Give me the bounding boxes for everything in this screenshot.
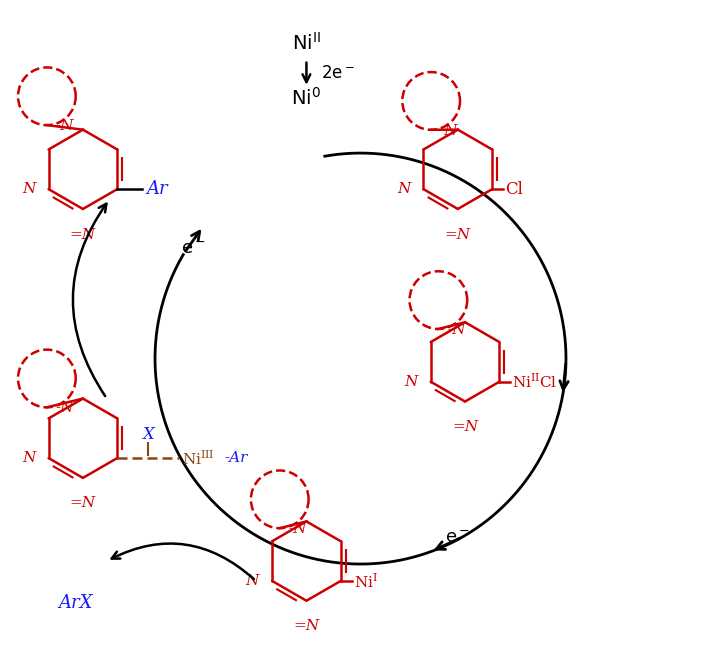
Text: e$^-$: e$^-$ xyxy=(446,529,470,547)
Text: Ni$^{\mathregular{II}}$Cl: Ni$^{\mathregular{II}}$Cl xyxy=(513,373,558,391)
Text: -N: -N xyxy=(447,323,466,337)
Text: -Ar: -Ar xyxy=(224,451,247,465)
Text: Ni$^{\mathregular{II}}$: Ni$^{\mathregular{II}}$ xyxy=(292,33,321,54)
Text: N: N xyxy=(22,182,35,196)
Text: Ni$^{\mathregular{0}}$: Ni$^{\mathregular{0}}$ xyxy=(291,88,322,109)
Text: ArX: ArX xyxy=(58,594,93,612)
Text: =N: =N xyxy=(452,420,478,434)
Text: =N: =N xyxy=(70,228,96,242)
Text: Ni$^{\mathregular{III}}$: Ni$^{\mathregular{III}}$ xyxy=(182,449,215,467)
Text: N: N xyxy=(246,574,259,588)
Text: =N: =N xyxy=(70,497,96,511)
Text: -N: -N xyxy=(288,522,307,537)
Text: -N: -N xyxy=(56,401,74,416)
Text: Ni$^{\mathregular{I}}$: Ni$^{\mathregular{I}}$ xyxy=(354,572,378,590)
Text: e$^-$: e$^-$ xyxy=(181,240,205,258)
Text: N: N xyxy=(397,182,410,196)
Text: -N: -N xyxy=(56,119,74,133)
Text: N: N xyxy=(404,374,417,388)
Text: 2e$^-$: 2e$^-$ xyxy=(321,64,355,82)
Text: Ar: Ar xyxy=(146,180,168,198)
Text: Cl: Cl xyxy=(505,181,523,198)
Text: X: X xyxy=(141,426,154,444)
Text: =N: =N xyxy=(445,228,471,242)
Text: -N: -N xyxy=(440,124,459,138)
Text: =N: =N xyxy=(293,620,319,633)
Text: N: N xyxy=(22,451,35,465)
